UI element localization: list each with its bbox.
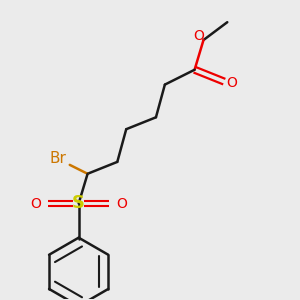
Text: O: O: [226, 76, 237, 90]
Text: O: O: [30, 196, 41, 211]
Text: S: S: [72, 194, 85, 212]
Text: O: O: [194, 29, 205, 44]
Text: Br: Br: [50, 152, 66, 166]
Text: O: O: [116, 196, 127, 211]
